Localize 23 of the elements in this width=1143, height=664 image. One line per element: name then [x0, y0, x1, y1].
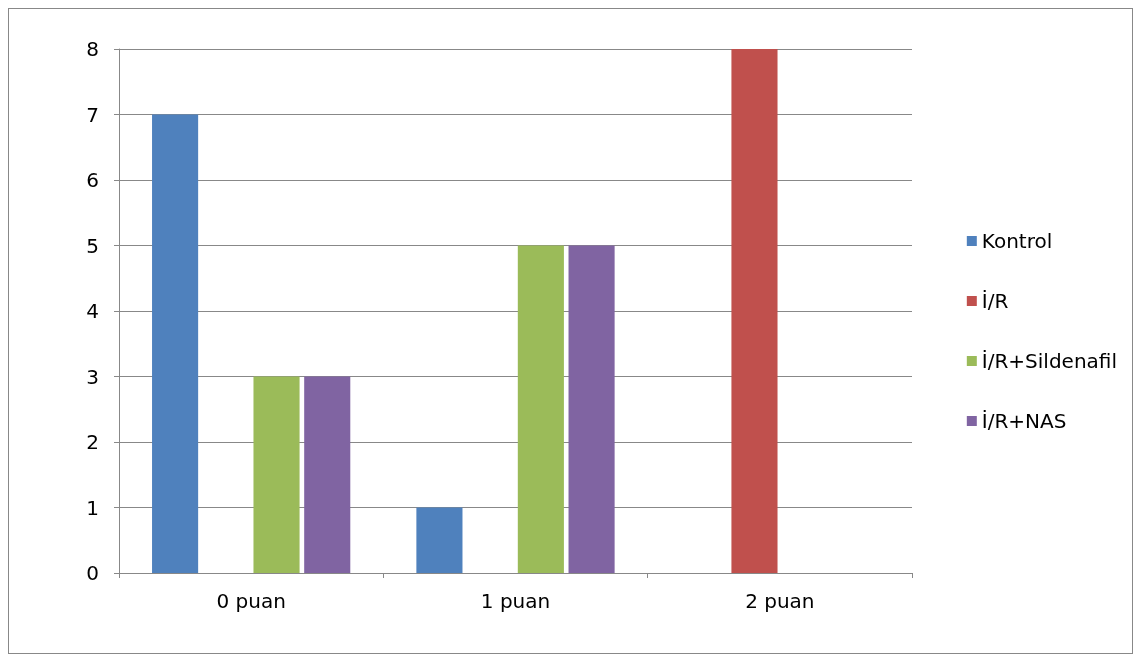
legend-label: İ/R	[981, 289, 1009, 313]
y-tick-label: 6	[86, 168, 99, 192]
x-tick-label: 2 puan	[745, 589, 815, 613]
legend-label: İ/R+Sildenafil	[981, 349, 1117, 373]
legend-label: İ/R+NAS	[981, 409, 1067, 433]
bar	[152, 114, 199, 573]
y-tick-label: 4	[86, 299, 99, 323]
y-tick-label: 3	[86, 364, 99, 389]
y-tick-label: 8	[86, 37, 99, 61]
bar	[304, 376, 351, 573]
y-tick-label: 5	[86, 233, 99, 258]
y-tick-label: 0	[86, 561, 99, 585]
bar	[517, 245, 564, 573]
x-tick-label: 0 puan	[216, 589, 286, 613]
bar	[416, 507, 463, 573]
legend-label: Kontrol	[981, 229, 1053, 253]
bar	[731, 49, 778, 573]
y-tick-label: 1	[86, 495, 99, 520]
x-tick-label: 1 puan	[480, 589, 551, 613]
bar	[253, 376, 300, 573]
y-tick-label: 2	[86, 430, 99, 454]
bar	[568, 245, 615, 573]
y-tick-label: 7	[86, 102, 99, 127]
